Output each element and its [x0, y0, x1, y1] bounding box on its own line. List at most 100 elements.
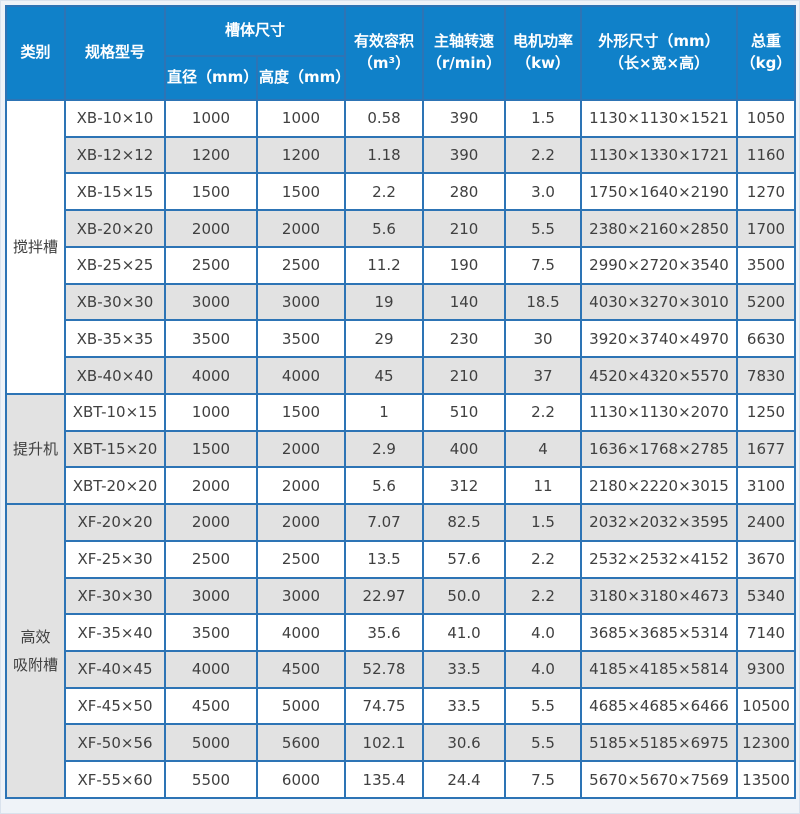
cell-weight: 1250	[736, 392, 797, 432]
cell-height: 3000	[255, 576, 347, 616]
cell-dims: 2380×2160×2850	[580, 209, 739, 248]
header-volume-line2: （m³）	[357, 54, 411, 72]
cell-height: 2000	[255, 466, 347, 506]
header-diameter: 直径（mm）	[164, 55, 258, 101]
cell-model: XF-45×50	[64, 686, 166, 726]
cell-model: XBT-10×15	[64, 392, 166, 432]
equipment-spec-table: 类别 规格型号 槽体尺寸 有效容积 （m³） 主轴转速 （r/min） 电机功率…	[5, 5, 797, 799]
table-row: XB-30×30 3000 3000 19 140 18.5 4030×3270…	[6, 282, 797, 322]
cell-weight: 6630	[736, 319, 797, 359]
cell-weight: 7140	[736, 613, 797, 653]
cell-power: 5.5	[504, 723, 583, 763]
cell-speed: 33.5	[422, 686, 507, 726]
cell-volume: 102.1	[344, 723, 425, 763]
cell-power: 1.5	[504, 99, 583, 138]
cell-volume: 0.58	[344, 99, 425, 138]
cell-dims: 3180×3180×4673	[580, 576, 739, 616]
cell-dims: 2532×2532×4152	[580, 539, 739, 579]
cell-dims: 1130×1130×1521	[580, 99, 739, 138]
cell-model: XF-20×20	[64, 503, 166, 542]
cell-weight: 1050	[736, 99, 797, 138]
category-cell-elevator: 提升机	[5, 392, 66, 506]
cell-power: 5.5	[504, 686, 583, 726]
cell-volume: 52.78	[344, 650, 425, 689]
cell-volume: 35.6	[344, 613, 425, 653]
header-row-sub: 直径（mm） 高度（mm）	[6, 55, 795, 101]
cell-power: 11	[504, 466, 583, 506]
cell-dims: 4685×4685×6466	[580, 686, 739, 726]
cell-power: 30	[504, 319, 583, 359]
cell-weight: 3100	[736, 466, 797, 506]
table-row: XF-40×45 4000 4500 52.78 33.5 4.0 4185×4…	[6, 650, 797, 689]
cell-diameter: 4000	[164, 650, 258, 689]
table-body: 搅拌槽 XB-10×10 1000 1000 0.58 390 1.5 1130…	[5, 99, 797, 799]
cell-speed: 312	[422, 466, 507, 506]
cell-model: XB-30×30	[64, 282, 166, 322]
cell-volume: 22.97	[344, 576, 425, 616]
cell-speed: 390	[422, 135, 507, 175]
header-power-line1: 电机功率	[513, 32, 574, 51]
header-weight: 总重 （kg）	[736, 5, 797, 101]
table-row: XB-25×25 2500 2500 11.2 190 7.5 2990×272…	[6, 245, 797, 285]
cell-diameter: 1000	[164, 99, 258, 138]
table-row: 搅拌槽 XB-10×10 1000 1000 0.58 390 1.5 1130…	[5, 99, 797, 395]
cell-diameter: 2000	[164, 466, 258, 506]
cell-volume: 29	[344, 319, 425, 359]
cell-speed: 57.6	[422, 539, 507, 579]
cell-volume: 2.9	[344, 429, 425, 469]
cell-weight: 13500	[736, 760, 797, 799]
cell-model: XB-12×12	[64, 135, 166, 175]
cell-dims: 2032×2032×3595	[580, 503, 739, 542]
cell-height: 5000	[255, 686, 347, 726]
cell-height: 1200	[255, 135, 347, 175]
cell-speed: 400	[422, 429, 507, 469]
cell-height: 4000	[255, 356, 347, 395]
cell-model: XBT-15×20	[64, 429, 166, 469]
cell-height: 4500	[255, 650, 347, 689]
cell-power: 7.5	[504, 760, 583, 799]
cell-height: 2000	[255, 209, 347, 248]
cell-diameter: 5000	[164, 723, 258, 763]
cell-dims: 4185×4185×5814	[580, 650, 739, 689]
cell-power: 2.2	[504, 576, 583, 616]
cell-model: XB-35×35	[64, 319, 166, 359]
cell-volume: 19	[344, 282, 425, 322]
cell-volume: 74.75	[344, 686, 425, 726]
cell-power: 5.5	[504, 209, 583, 248]
cell-power: 18.5	[504, 282, 583, 322]
cell-model: XF-25×30	[64, 539, 166, 579]
cell-speed: 82.5	[422, 503, 507, 542]
cell-weight: 3500	[736, 245, 797, 285]
cell-volume: 11.2	[344, 245, 425, 285]
cell-volume: 5.6	[344, 466, 425, 506]
cell-diameter: 3000	[164, 282, 258, 322]
cell-volume: 7.07	[344, 503, 425, 542]
cell-weight: 5340	[736, 576, 797, 616]
table-row: XB-15×15 1500 1500 2.2 280 3.0 1750×1640…	[6, 172, 797, 212]
cell-dims: 1130×1330×1721	[580, 135, 739, 175]
cell-weight: 12300	[736, 723, 797, 763]
header-row-top: 类别 规格型号 槽体尺寸 有效容积 （m³） 主轴转速 （r/min） 电机功率…	[5, 5, 797, 101]
cell-diameter: 2000	[164, 209, 258, 248]
header-model: 规格型号	[64, 5, 166, 101]
cell-diameter: 1200	[164, 135, 258, 175]
table-row: XF-30×30 3000 3000 22.97 50.0 2.2 3180×3…	[6, 576, 797, 616]
cell-volume: 13.5	[344, 539, 425, 579]
header-speed-line2: （r/min）	[426, 54, 502, 72]
cell-dims: 4520×4320×5570	[580, 356, 739, 395]
header-dims: 外形尺寸（mm） （长×宽×高）	[580, 5, 739, 101]
header-weight-line2: （kg）	[740, 54, 792, 72]
cell-power: 4.0	[504, 613, 583, 653]
header-tank-size: 槽体尺寸	[163, 5, 347, 57]
table-row: XF-45×50 4500 5000 74.75 33.5 5.5 4685×4…	[6, 686, 797, 726]
cell-speed: 280	[422, 172, 507, 212]
cell-model: XF-40×45	[64, 650, 166, 689]
cell-height: 1500	[255, 392, 347, 432]
cell-power: 1.5	[504, 503, 583, 542]
table-row: XF-25×30 2500 2500 13.5 57.6 2.2 2532×25…	[6, 539, 797, 579]
table-row: XBT-20×20 2000 2000 5.6 312 11 2180×2220…	[6, 466, 797, 506]
cell-diameter: 3500	[164, 613, 258, 653]
cell-model: XB-20×20	[64, 209, 166, 248]
cell-weight: 1160	[736, 135, 797, 175]
cell-speed: 210	[422, 356, 507, 395]
